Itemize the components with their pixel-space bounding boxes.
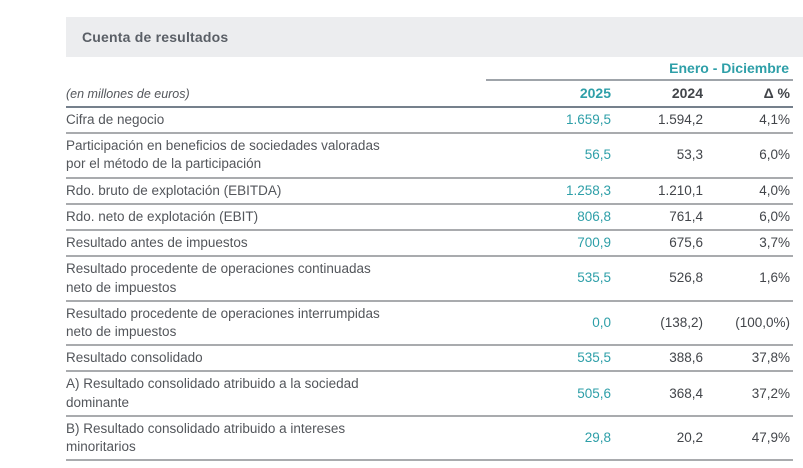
value-2025: 505,6 bbox=[577, 385, 611, 401]
table-row: Resultado antes de impuestos 700,9 675,6… bbox=[66, 231, 793, 258]
value-2025: 535,5 bbox=[577, 350, 611, 366]
value-2024: 761,4 bbox=[669, 208, 703, 224]
value-2024: (138,2) bbox=[660, 314, 703, 330]
value-2025: 1.659,5 bbox=[565, 112, 611, 127]
value-2025: 1.258,3 bbox=[565, 182, 611, 198]
value-delta: 6,0% bbox=[759, 208, 790, 224]
table-row: Rdo. bruto de explotación (EBITDA) 1.258… bbox=[66, 179, 793, 205]
column-header-row: (en millones de euros) 2025 2024 Δ % bbox=[66, 81, 793, 108]
value-2024: 388,6 bbox=[669, 350, 703, 366]
table-row: Rdo. neto de explotación (EBIT) 806,8 76… bbox=[66, 205, 793, 232]
period-header-row: Enero - Diciembre bbox=[66, 57, 793, 81]
unit-note: (en millones de euros) bbox=[66, 87, 190, 101]
value-delta: 4,0% bbox=[759, 182, 790, 198]
table-row: Resultado procedente de operaciones inte… bbox=[66, 302, 793, 347]
value-delta: 4,1% bbox=[759, 112, 790, 127]
row-label: Cifra de negocio bbox=[66, 112, 165, 127]
value-2024: 1.210,1 bbox=[657, 182, 703, 198]
income-statement-table: Enero - Diciembre (en millones de euros)… bbox=[66, 57, 793, 462]
table-row: Resultado procedente de operaciones cont… bbox=[66, 257, 793, 302]
table-row: B) Resultado consolidado atribuido a int… bbox=[66, 417, 793, 462]
row-label: Resultado procedente de operaciones inte… bbox=[66, 305, 380, 339]
row-label: Resultado antes de impuestos bbox=[66, 235, 248, 251]
table-row: Resultado consolidado 535,5 388,6 37,8% bbox=[66, 346, 793, 373]
column-header-delta: Δ % bbox=[763, 85, 790, 101]
table-row: Participación en beneficios de sociedade… bbox=[66, 134, 793, 179]
value-delta: 3,7% bbox=[759, 235, 790, 251]
column-header-2025: 2025 bbox=[579, 85, 611, 101]
row-label: B) Resultado consolidado atribuido a int… bbox=[66, 420, 346, 455]
value-2025: 0,0 bbox=[592, 314, 611, 330]
row-label: Participación en beneficios de sociedade… bbox=[66, 138, 380, 172]
column-header-2024: 2024 bbox=[671, 85, 703, 101]
value-2025: 700,9 bbox=[577, 235, 611, 251]
value-delta: (100,0%) bbox=[735, 314, 790, 330]
value-delta: 47,9% bbox=[751, 429, 790, 445]
table-row: A) Resultado consolidado atribuido a la … bbox=[66, 372, 793, 417]
value-2024: 1.594,2 bbox=[657, 112, 703, 127]
row-label: A) Resultado consolidado atribuido a la … bbox=[66, 376, 359, 410]
section-title: Cuenta de resultados bbox=[82, 29, 229, 45]
value-2024: 53,3 bbox=[676, 147, 703, 163]
period-header: Enero - Diciembre bbox=[486, 60, 793, 81]
table-body: Cifra de negocio 1.659,5 1.594,2 4,1% Pa… bbox=[66, 108, 793, 462]
table-row: Cifra de negocio 1.659,5 1.594,2 4,1% bbox=[66, 108, 793, 135]
value-delta: 6,0% bbox=[759, 147, 790, 163]
value-2025: 806,8 bbox=[577, 208, 611, 224]
value-delta: 37,2% bbox=[751, 385, 790, 401]
section-header-bar: Cuenta de resultados bbox=[66, 17, 803, 57]
value-2025: 29,8 bbox=[584, 429, 611, 445]
value-delta: 1,6% bbox=[759, 270, 790, 286]
value-2025: 535,5 bbox=[577, 270, 611, 286]
row-label: Resultado procedente de operaciones cont… bbox=[66, 261, 371, 295]
value-2025: 56,5 bbox=[584, 147, 611, 163]
value-2024: 368,4 bbox=[669, 385, 703, 401]
value-2024: 526,8 bbox=[669, 270, 703, 286]
value-delta: 37,8% bbox=[751, 350, 790, 366]
row-label: Rdo. bruto de explotación (EBITDA) bbox=[66, 182, 282, 198]
row-label: Rdo. neto de explotación (EBIT) bbox=[66, 208, 259, 224]
value-2024: 20,2 bbox=[676, 429, 703, 445]
row-label: Resultado consolidado bbox=[66, 350, 203, 366]
value-2024: 675,6 bbox=[669, 235, 703, 251]
